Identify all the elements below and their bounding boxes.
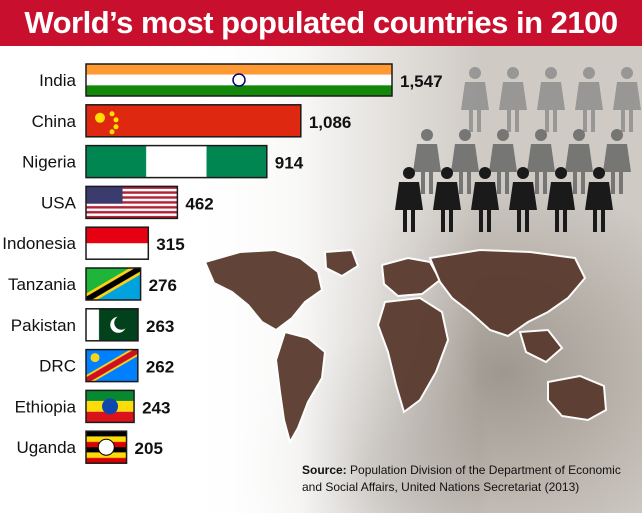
category-label: DRC: [39, 357, 76, 376]
bar-ethiopia: [85, 389, 135, 424]
bars-layer: India 1,547 China 1,086 Nigeria 914 USA 462 Indo…: [2, 63, 443, 464]
category-label: India: [39, 71, 76, 90]
person-icon: [527, 129, 555, 194]
value-label: 1,086: [309, 113, 352, 132]
chart-title: World’s most populated countries in 2100: [0, 0, 642, 46]
bar-usa: [85, 185, 179, 220]
person-icon: [499, 67, 527, 132]
value-label: 262: [146, 358, 174, 377]
map-north-america: [203, 248, 324, 332]
person-icon: [433, 167, 461, 232]
source-label: Source:: [302, 463, 347, 477]
value-label: 243: [142, 398, 170, 417]
map-australia: [547, 374, 608, 422]
person-icon: [461, 67, 489, 132]
map-southeast-asia: [518, 328, 564, 364]
value-label: 263: [146, 317, 174, 336]
category-label: China: [32, 112, 77, 131]
star-emblem: [90, 353, 100, 363]
category-label: Pakistan: [11, 316, 76, 335]
value-label: 315: [156, 235, 184, 254]
map-europe: [380, 256, 442, 298]
person-icon: [565, 129, 593, 194]
star-emblem: [102, 398, 119, 415]
chakra-emblem: [232, 73, 246, 87]
star-emblem: [109, 111, 115, 117]
bar-china: [85, 104, 302, 138]
bar-india: [85, 63, 393, 97]
category-label: Indonesia: [2, 234, 76, 253]
star-emblem: [113, 117, 119, 123]
person-icon: [509, 167, 537, 232]
category-label: USA: [41, 193, 77, 212]
value-label: 1,547: [400, 72, 443, 91]
person-icon: [471, 167, 499, 232]
person-icon: [537, 67, 565, 132]
person-icon: [585, 167, 613, 232]
person-icon: [603, 129, 631, 194]
person-icon: [489, 129, 517, 194]
map-africa: [376, 296, 450, 414]
value-label: 276: [149, 276, 177, 295]
value-label: 914: [275, 154, 304, 173]
value-label: 205: [135, 439, 163, 458]
star-emblem: [95, 112, 105, 123]
bar-tanzania: [85, 267, 142, 301]
map-asia: [428, 248, 587, 338]
person-icon: [613, 67, 641, 132]
value-label: 462: [185, 194, 213, 213]
crescent-cutout: [114, 315, 129, 330]
crane-emblem: [97, 438, 115, 456]
category-label: Tanzania: [8, 275, 77, 294]
category-label: Ethiopia: [15, 397, 77, 416]
person-icon: [395, 167, 423, 232]
star-emblem: [109, 129, 115, 135]
bar-indonesia: [85, 226, 150, 260]
bar-nigeria: [85, 144, 268, 179]
category-label: Uganda: [16, 438, 76, 457]
world-map: [203, 248, 608, 445]
map-greenland: [323, 248, 360, 278]
source-text: Population Division of the Department of…: [302, 463, 621, 494]
person-icon: [547, 167, 575, 232]
map-south-america: [274, 330, 327, 445]
star-emblem: [113, 124, 119, 130]
category-label: Nigeria: [22, 153, 76, 172]
person-icon: [451, 129, 479, 194]
people-icons: [395, 67, 641, 232]
source-note: Source: Population Division of the Depar…: [302, 462, 632, 496]
person-icon: [413, 129, 441, 194]
person-icon: [575, 67, 603, 132]
